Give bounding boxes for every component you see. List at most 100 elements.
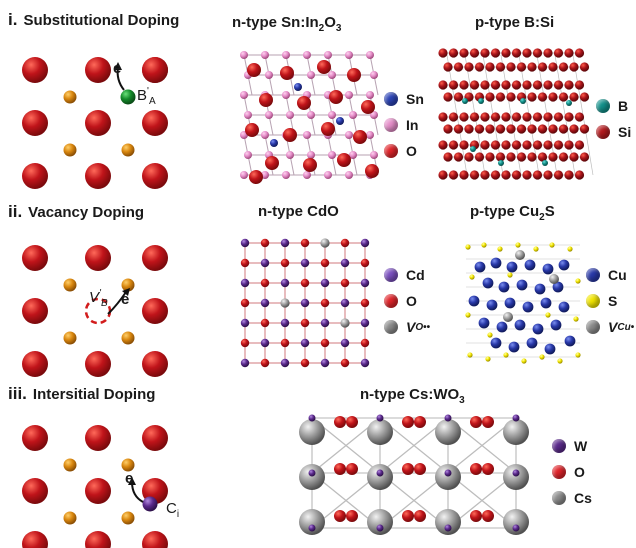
in-atom bbox=[303, 51, 311, 59]
s-atom bbox=[497, 246, 503, 252]
electron-arrowhead bbox=[122, 288, 130, 296]
dopant-b bbox=[120, 89, 136, 105]
legend-sn: Sn bbox=[384, 86, 424, 112]
in-atom bbox=[345, 51, 353, 59]
in-atom bbox=[307, 151, 315, 159]
si-atom bbox=[453, 92, 464, 102]
legend-o-3: O bbox=[552, 459, 592, 485]
o-atom bbox=[347, 68, 361, 82]
host-cation bbox=[63, 458, 77, 472]
si-atom bbox=[522, 170, 532, 180]
si-atom bbox=[511, 112, 522, 122]
legend-o: O bbox=[384, 138, 424, 164]
si-atom bbox=[543, 140, 553, 150]
cu-atom bbox=[542, 263, 554, 275]
s-atom bbox=[533, 246, 539, 252]
si-atom bbox=[506, 62, 516, 72]
si-atom bbox=[506, 92, 516, 102]
si-atom bbox=[495, 152, 506, 162]
si-atom bbox=[553, 112, 564, 122]
cu-vacancy bbox=[503, 312, 513, 322]
host-anion bbox=[142, 163, 168, 189]
si-swatch bbox=[596, 125, 610, 139]
s-atom bbox=[539, 354, 545, 360]
electron-label-3: e bbox=[125, 470, 134, 487]
cdo-crystal bbox=[240, 238, 370, 368]
electron-label-2: e bbox=[121, 291, 130, 308]
host-cation bbox=[121, 458, 135, 472]
legend-o-2: O bbox=[384, 288, 430, 314]
in-atom bbox=[286, 111, 294, 119]
si-atom bbox=[511, 48, 522, 58]
legend-s: S bbox=[586, 288, 634, 314]
oxygen-vacancy bbox=[320, 238, 330, 248]
o-atom bbox=[361, 100, 375, 114]
si-atom bbox=[459, 112, 469, 122]
s-atom bbox=[575, 278, 581, 284]
host-anion bbox=[85, 110, 111, 136]
legend-vcu: V Cu • bbox=[586, 314, 634, 340]
o-atom bbox=[300, 238, 310, 248]
si-atom bbox=[532, 48, 543, 58]
cd-atom bbox=[320, 318, 330, 328]
in-atom bbox=[244, 151, 252, 159]
cd-atom bbox=[280, 238, 290, 248]
host-cation bbox=[63, 331, 77, 345]
si-atom bbox=[459, 48, 469, 58]
in-atom bbox=[370, 71, 378, 79]
host-anion bbox=[85, 425, 111, 451]
w-atom bbox=[444, 524, 452, 532]
o-atom bbox=[340, 278, 350, 288]
si-atom bbox=[574, 48, 585, 58]
cu-atom bbox=[544, 343, 556, 355]
cu-atom bbox=[552, 281, 564, 293]
b-atom bbox=[478, 98, 484, 104]
s-atom bbox=[507, 272, 513, 278]
in-atom bbox=[282, 51, 290, 59]
host-anion bbox=[22, 110, 48, 136]
host-anion bbox=[22, 531, 48, 548]
si-atom bbox=[459, 170, 469, 180]
o-atom bbox=[482, 510, 494, 522]
cs-atom bbox=[435, 419, 461, 445]
o-atom bbox=[240, 258, 250, 268]
s-atom bbox=[503, 352, 509, 358]
in-atom bbox=[370, 111, 378, 119]
in-atom bbox=[282, 171, 290, 179]
o-atom bbox=[260, 318, 270, 328]
cd-atom bbox=[260, 298, 270, 308]
legend-w: W bbox=[552, 433, 592, 459]
cu-atom bbox=[526, 337, 538, 349]
o-atom bbox=[402, 463, 414, 475]
si-atom bbox=[485, 152, 495, 162]
cs-atom bbox=[299, 509, 325, 535]
o-atom bbox=[247, 63, 261, 77]
si-atom bbox=[543, 170, 553, 180]
b-atom bbox=[470, 146, 476, 152]
cd-atom bbox=[240, 318, 250, 328]
s-atom bbox=[545, 312, 551, 318]
w-atom bbox=[308, 414, 316, 422]
cu-atom bbox=[516, 279, 528, 291]
si-atom bbox=[464, 152, 474, 162]
host-anion bbox=[85, 57, 111, 83]
si-atom bbox=[448, 170, 459, 180]
in-atom bbox=[349, 111, 357, 119]
cd-atom bbox=[340, 298, 350, 308]
o-atom bbox=[300, 278, 310, 288]
row-3-numeral: iii. bbox=[8, 384, 27, 403]
cu-vacancy bbox=[549, 274, 559, 284]
si-atom bbox=[495, 92, 506, 102]
si-atom bbox=[527, 124, 537, 134]
interstitial-dopant bbox=[142, 496, 158, 512]
w-atom bbox=[308, 524, 316, 532]
si-atom bbox=[453, 152, 464, 162]
host-cation bbox=[63, 278, 77, 292]
cs-atom bbox=[503, 464, 529, 490]
cs-atom bbox=[435, 509, 461, 535]
cu-atom bbox=[474, 261, 486, 273]
sn-swatch bbox=[384, 92, 398, 106]
cu-atom bbox=[498, 281, 510, 293]
o-atom bbox=[414, 510, 426, 522]
si-atom bbox=[579, 62, 590, 72]
